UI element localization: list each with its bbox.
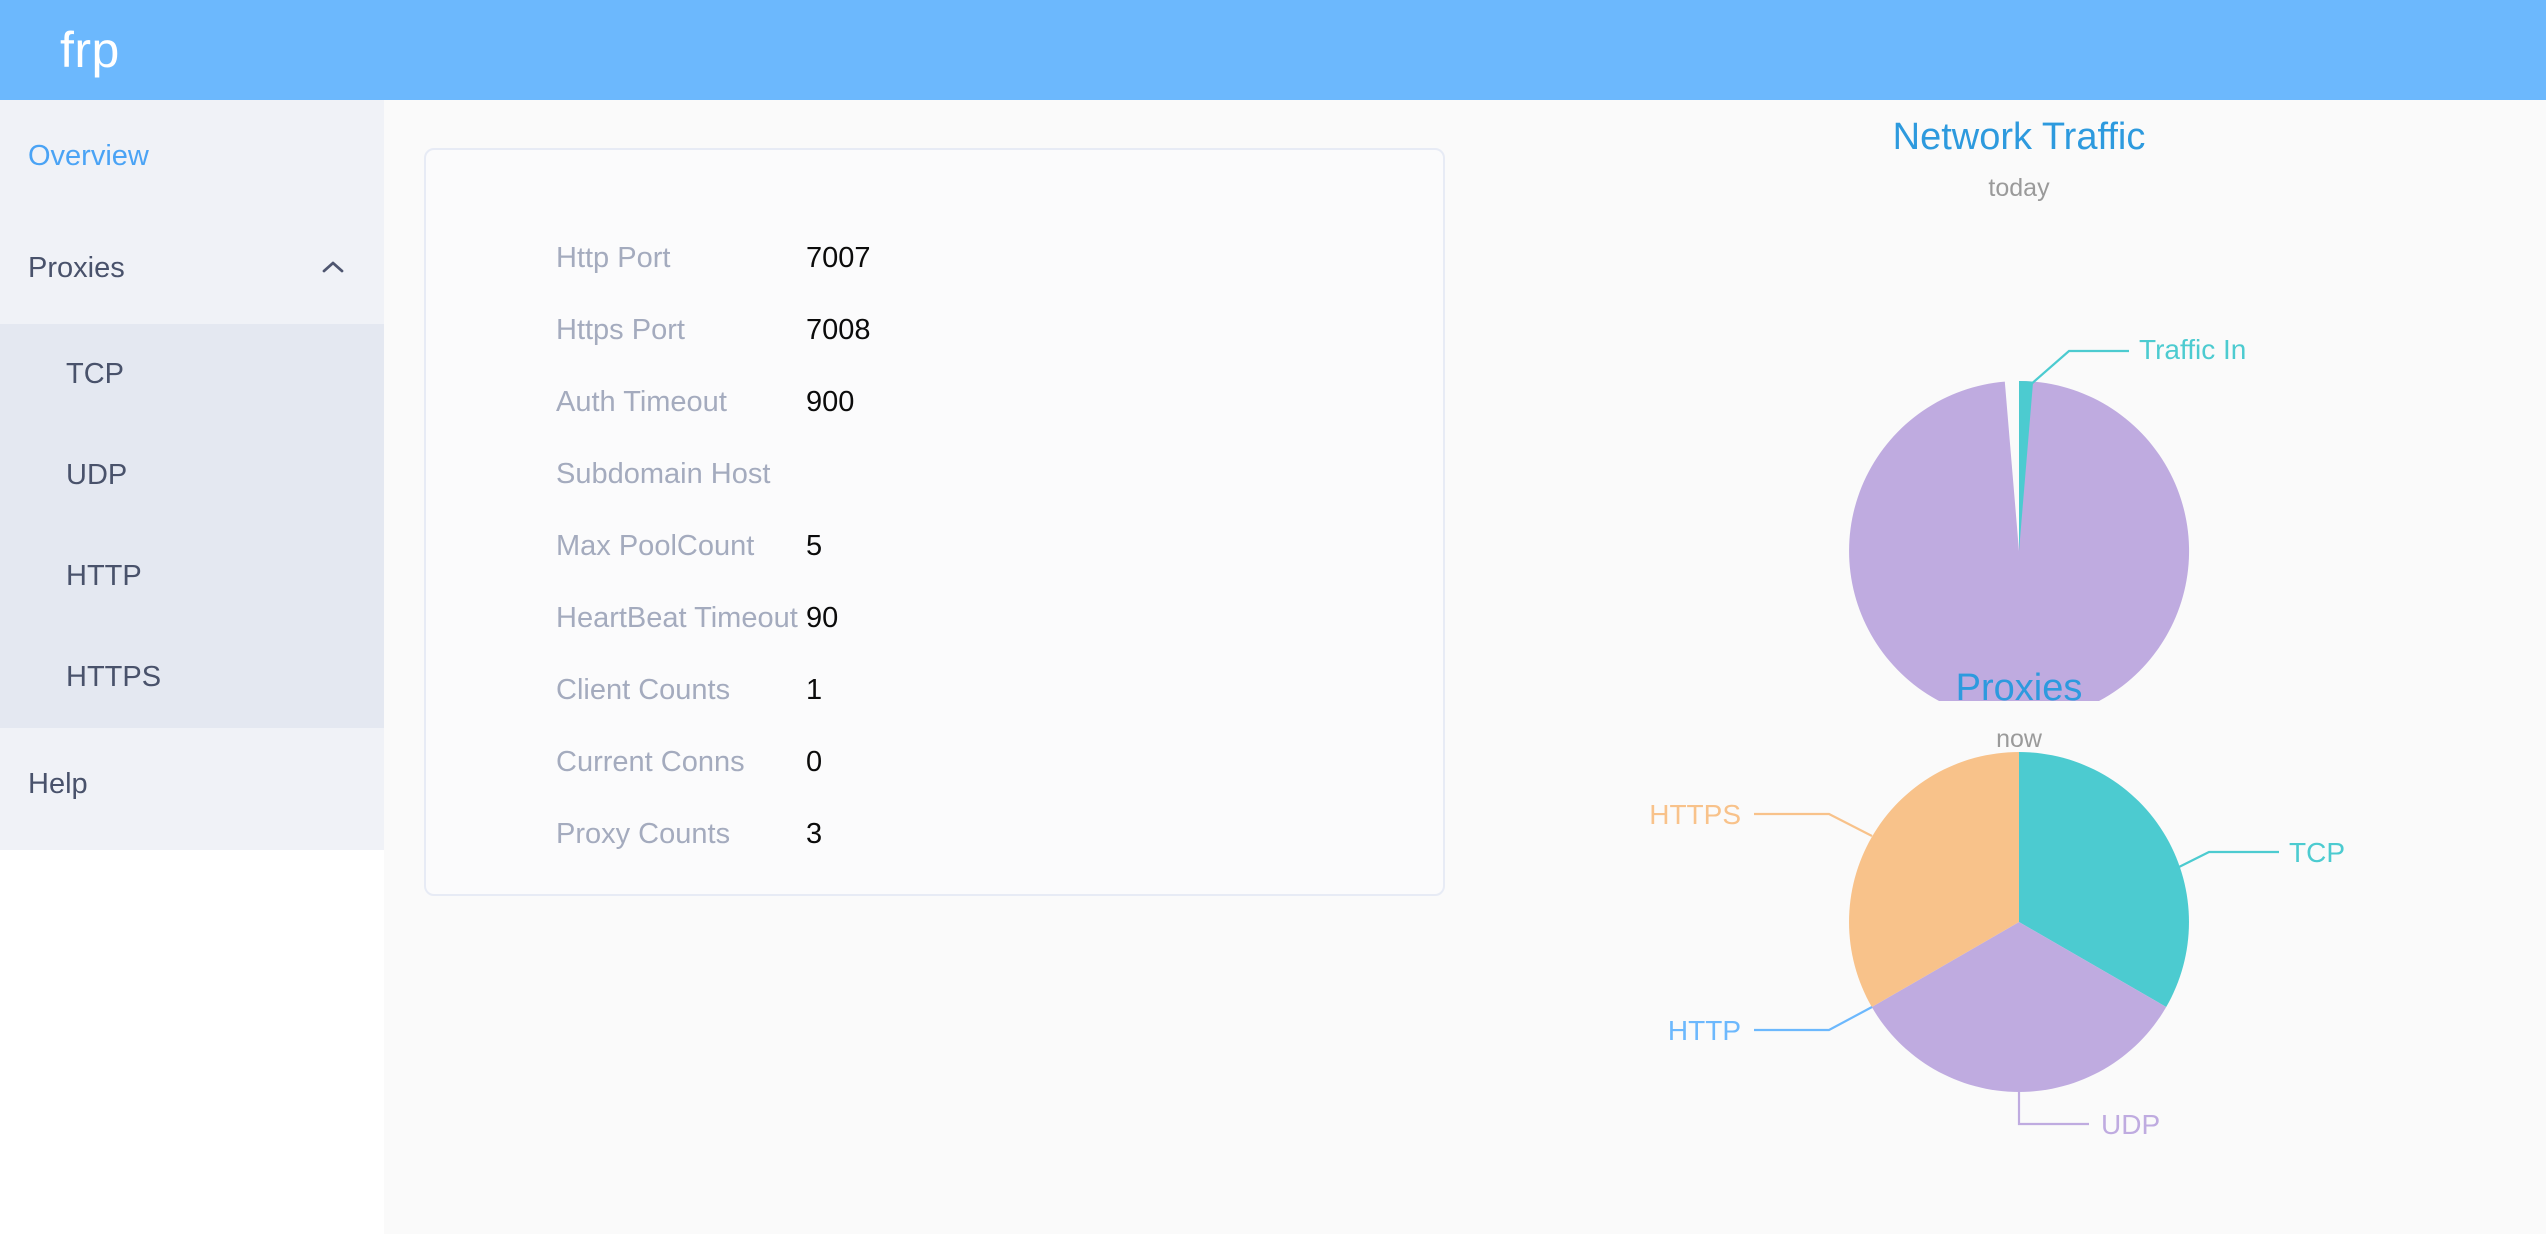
proxies-canvas[interactable]: TCP UDP HTTP HTTPS (1489, 752, 2546, 1152)
server-info-label: Proxy Counts (556, 817, 731, 850)
leader-line-udp (2017, 1092, 2089, 1126)
sidebar-item-https-label: HTTPS (66, 661, 162, 693)
server-info-row: Https Port 7008 (426, 294, 1443, 366)
network-traffic-subtitle: today (1988, 174, 2050, 202)
sidebar-item-proxies-label: Proxies (28, 251, 125, 284)
pie-slice-tcp (2019, 752, 2189, 1007)
sidebar-item-overview-label: Overview (28, 139, 149, 172)
pie-slice-udp (1871, 922, 2167, 1092)
server-info-label: Current Conns (556, 745, 745, 778)
sidebar-item-https[interactable]: HTTPS (0, 627, 384, 728)
sidebar-nav: Overview Proxies TCP UDP HTTP HTTPS (0, 100, 384, 850)
server-info-row: Subdomain Host (426, 438, 1443, 510)
server-info-value: 900 (806, 385, 855, 418)
server-info-value: 0 (806, 745, 823, 778)
sidebar-item-udp[interactable]: UDP (0, 425, 384, 526)
server-info-value: 7007 (806, 241, 871, 274)
leader-line-http (1754, 1006, 1873, 1032)
server-info-value: 90 (806, 601, 839, 634)
server-info-value: 3 (806, 817, 823, 850)
leader-line-traffic-in (2028, 349, 2129, 387)
main-content: Http Port 7007 Https Port 7008 Auth Timeout 9… (384, 100, 2546, 1234)
pie-label-tcp: TCP (2289, 837, 2345, 868)
sidebar-item-proxies[interactable]: Proxies (0, 212, 384, 324)
server-info-row: Http Port 7007 (426, 222, 1443, 294)
charts-panel: Network Traffic today Traffic In Traffic… (1489, 100, 2546, 1234)
chevron-up-icon[interactable] (320, 255, 346, 281)
server-info-label: Subdomain Host (556, 457, 771, 490)
server-info-value: 1 (806, 673, 823, 706)
server-info-row: Current Conns 0 (426, 726, 1443, 798)
server-info-card: Http Port 7007 Https Port 7008 Auth Timeout 9… (424, 148, 1445, 896)
server-info-label: Max PoolCount (556, 529, 755, 562)
sidebar-item-overview[interactable]: Overview (0, 100, 384, 212)
network-traffic-svg: Traffic In Traffic Out (1849, 334, 2246, 701)
server-info-value: 5 (806, 529, 823, 562)
app-brand-logo: frp (60, 22, 120, 78)
pie-label-http: HTTP (1668, 1015, 1741, 1046)
server-info-label: HeartBeat Timeout (556, 601, 798, 634)
app-header: frp (0, 0, 2546, 100)
proxies-subtitle: now (1996, 725, 2042, 753)
server-info-list: Http Port 7007 Https Port 7008 Auth Timeout 9… (426, 150, 1443, 870)
proxies-svg: TCP UDP HTTP HTTPS (1649, 752, 2345, 1140)
network-traffic-title: Network Traffic (1892, 116, 2146, 158)
sidebar-item-tcp[interactable]: TCP (0, 324, 384, 425)
sidebar-submenu-proxies: TCP UDP HTTP HTTPS (0, 324, 384, 728)
sidebar-item-http-label: HTTP (66, 560, 142, 592)
server-info-label: Http Port (556, 241, 671, 274)
pie-slice-traffic-in (2019, 381, 2034, 551)
leader-line-https (1754, 812, 1873, 837)
server-info-label: Https Port (556, 313, 685, 346)
pie-label-https: HTTPS (1649, 799, 1741, 830)
proxies-chart: Proxies now TCP (1489, 669, 2546, 1152)
server-info-label: Auth Timeout (556, 385, 727, 418)
server-info-row: HeartBeat Timeout 90 (426, 582, 1443, 654)
sidebar-item-udp-label: UDP (66, 459, 128, 491)
pie-label-udp: UDP (2101, 1109, 2160, 1140)
proxies-title: Proxies (1955, 667, 2083, 709)
server-info-row: Client Counts 1 (426, 654, 1443, 726)
sidebar-item-http[interactable]: HTTP (0, 526, 384, 627)
pie-slice-https (1849, 752, 2019, 1007)
network-traffic-chart: Network Traffic today Traffic In Traffic… (1489, 100, 2546, 701)
server-info-row: Proxy Counts 3 (426, 798, 1443, 870)
sidebar-item-tcp-label: TCP (66, 358, 124, 390)
server-info-row: Auth Timeout 900 (426, 366, 1443, 438)
leader-line-tcp (2164, 850, 2279, 875)
server-info-row: Max PoolCount 5 (426, 510, 1443, 582)
server-info-value: 7008 (806, 313, 871, 346)
network-traffic-canvas[interactable]: Traffic In Traffic Out (1489, 201, 2546, 701)
sidebar-item-help[interactable]: Help (0, 728, 384, 840)
sidebar-item-help-label: Help (28, 767, 88, 800)
server-info-label: Client Counts (556, 673, 731, 706)
pie-label-traffic-in: Traffic In (2139, 334, 2246, 365)
